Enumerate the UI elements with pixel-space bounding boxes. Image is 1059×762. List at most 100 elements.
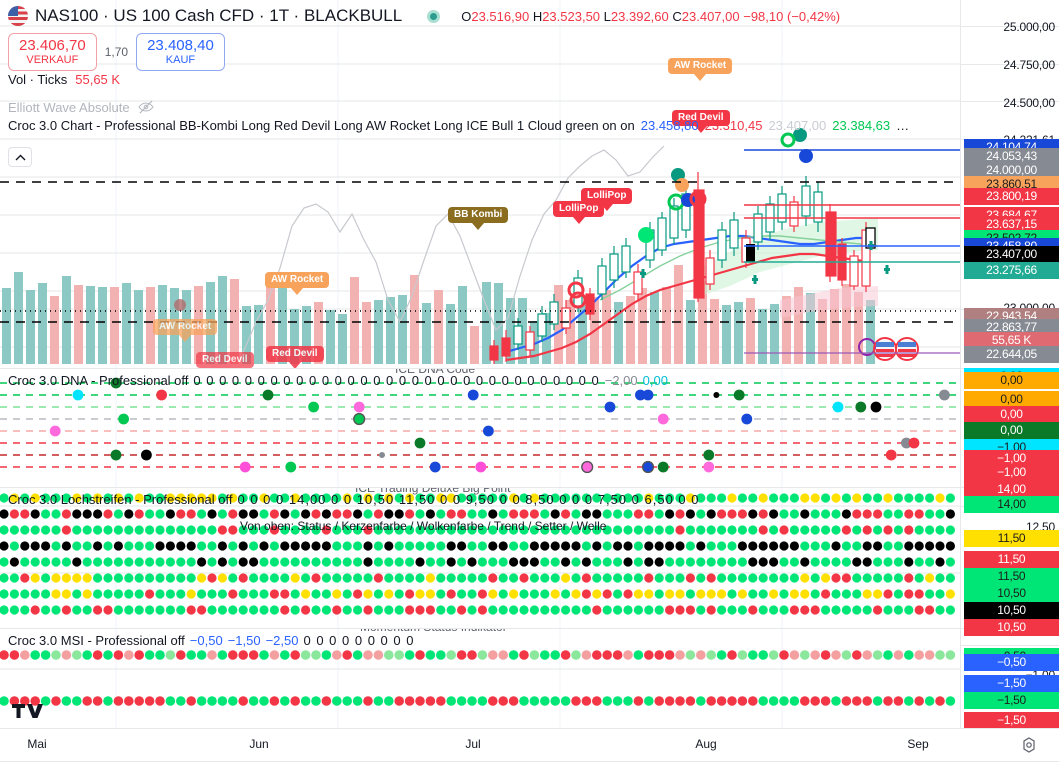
lochstreifen-title: Croc 3.0 Lochstreifen - Professional off xyxy=(8,492,233,507)
close-label: C xyxy=(672,8,682,24)
volume-row[interactable]: Vol · Ticks 55,65 K xyxy=(0,72,960,96)
dna-zero-values: 0 0 0 0 0 0 0 0 0 0 0 0 0 0 0 0 0 0 0 0 … xyxy=(193,373,600,388)
msi-value-1: −0,50 xyxy=(189,633,223,648)
dna-value-neg: −2,00 xyxy=(604,373,638,388)
open-value: 23.516,90 xyxy=(471,8,530,24)
tag-label: BB Kombi xyxy=(454,209,503,220)
low-label: L xyxy=(603,8,611,24)
msi-title: Croc 3.0 MSI - Professional off xyxy=(8,633,185,648)
scale-tick-0: 25.000,00 xyxy=(1003,20,1055,34)
scale-tick-2: 24.500,00 xyxy=(1003,96,1055,110)
elliott-wave-row[interactable]: Elliott Wave Absolute xyxy=(0,96,960,118)
chart-tag-aw-rocket-1[interactable]: AW Rocket xyxy=(668,58,733,74)
msi-zero-values: 0 0 0 0 0 0 0 0 0 xyxy=(303,633,415,648)
chart-tag-red-devil-2[interactable]: Red Devil xyxy=(266,346,324,362)
scale-badge[interactable]: 22.644,05 xyxy=(964,346,1059,363)
lochstreifen-canvas[interactable] xyxy=(0,488,960,628)
sell-label: VERKAUF xyxy=(26,53,79,66)
price-chart-canvas[interactable] xyxy=(0,0,960,368)
low-value: 23.392,60 xyxy=(610,8,669,24)
scale-badge[interactable]: 14,00 xyxy=(964,481,1059,498)
scale-badge[interactable]: 24.000,00 xyxy=(964,162,1059,179)
msi-value-2: −1,50 xyxy=(227,633,261,648)
pane-divider-3[interactable] xyxy=(0,628,1059,629)
scale-badge[interactable]: −1,50 xyxy=(964,675,1059,692)
chart-tag-aw-rocket-3[interactable]: AW Rocket xyxy=(153,319,218,335)
croc-value-1: 23.458,80 xyxy=(640,118,699,133)
tag-label: LolliPop xyxy=(559,203,599,214)
scale-badge[interactable]: −1,50 xyxy=(964,692,1059,709)
croc-value-4: 23.384,63 xyxy=(832,118,891,133)
change-value: −98,10 xyxy=(743,8,784,24)
tag-label: Red Devil xyxy=(202,354,248,365)
collapse-pane-button[interactable] xyxy=(8,147,32,167)
dna-value-zero: 0,00 xyxy=(642,373,668,388)
tag-label: AW Rocket xyxy=(674,60,727,71)
scale-badge[interactable]: 23.800,19 xyxy=(964,188,1059,205)
scale-badge[interactable]: 0,00 xyxy=(964,406,1059,423)
scale-badge[interactable]: −1,50 xyxy=(964,712,1059,729)
dna-canvas[interactable] xyxy=(0,369,960,487)
scale-badge[interactable]: −1,00 xyxy=(964,450,1059,467)
scale-badge[interactable]: 10,50 xyxy=(964,619,1059,636)
pane-divider-2[interactable] xyxy=(0,487,1059,488)
croc-value-2: 23.310,45 xyxy=(704,118,763,133)
croc-chart-row[interactable]: Croc 3.0 Chart - Professional BB-Kombi L… xyxy=(0,118,960,140)
tradingview-logo[interactable] xyxy=(12,702,44,720)
chart-tag-lollipop-2[interactable]: LolliPop xyxy=(581,188,633,204)
chart-tag-red-devil-3[interactable]: Red Devil xyxy=(196,352,254,368)
chart-tag-lollipop-1[interactable]: LolliPop xyxy=(553,201,605,217)
scale-badge[interactable]: 23.637,15 xyxy=(964,216,1059,233)
msi-pane[interactable]: Croc 3.0 MSI - Professional off −0,50 −1… xyxy=(0,629,960,728)
buy-label: KAUF xyxy=(165,53,196,66)
scale-badge[interactable]: 23.275,66 xyxy=(964,262,1059,279)
close-value: 23.407,00 xyxy=(681,8,740,24)
lochstreifen-title-row[interactable]: Croc 3.0 Lochstreifen - Professional off… xyxy=(8,492,699,507)
scale-badge[interactable]: 14,00 xyxy=(964,496,1059,513)
scale-badge[interactable]: −1,00 xyxy=(964,464,1059,481)
buy-price: 23.408,40 xyxy=(147,36,214,54)
pane-divider-1[interactable] xyxy=(0,368,1059,369)
sell-button[interactable]: 23.406,70 VERKAUF xyxy=(8,32,97,72)
scale-badge[interactable]: 11,50 xyxy=(964,551,1059,568)
lochstreifen-pane[interactable]: Croc 3.0 Lochstreifen - Professional off… xyxy=(0,488,960,628)
chart-tag-aw-rocket-2[interactable]: AW Rocket xyxy=(265,272,330,288)
high-label: H xyxy=(532,8,543,24)
scale-badge[interactable]: 55,65 K xyxy=(964,332,1059,349)
chart-tag-bb-kombi[interactable]: BB Kombi xyxy=(448,207,509,223)
croc-more-ellipsis[interactable]: … xyxy=(896,118,910,133)
price-scale[interactable]: 25.000,00 24.750,00 24.500,00 24.221,61 … xyxy=(960,0,1059,729)
msi-center-label: Momentum Status Indikator xyxy=(360,629,507,634)
scale-badge[interactable]: 10,50 xyxy=(964,585,1059,602)
tag-label: Red Devil xyxy=(272,348,318,359)
settings-gear-icon[interactable] xyxy=(1021,737,1037,753)
scale-badge[interactable]: 0,00 xyxy=(964,391,1059,408)
time-axis[interactable]: Mai Jun Jul Aug Sep xyxy=(0,728,1059,762)
msi-canvas[interactable] xyxy=(0,629,960,728)
dna-pane[interactable]: Croc 3.0 DNA - Professional off 0 0 0 0 … xyxy=(0,369,960,487)
lochstreifen-legend: Von oben: Status / Kerzenfarbe / Wolkenf… xyxy=(240,519,607,533)
symbol-title[interactable]: NAS100 · US 100 Cash CFD · 1T · BLACKBUL… xyxy=(35,6,403,25)
main-price-pane[interactable]: AW Rocket Red Devil BB Kombi LolliPop Lo… xyxy=(0,0,960,368)
eye-off-icon[interactable] xyxy=(138,100,154,114)
scale-badge[interactable]: 11,50 xyxy=(964,568,1059,585)
scale-badge[interactable]: 0,00 xyxy=(964,372,1059,389)
buy-button[interactable]: 23.408,40 KAUF xyxy=(136,32,225,72)
scale-badge[interactable]: 11,50 xyxy=(964,530,1059,547)
volume-label: Vol · Ticks xyxy=(8,72,68,87)
scale-badge[interactable]: 22.863,77 xyxy=(964,319,1059,336)
scale-badge[interactable]: 10,50 xyxy=(964,602,1059,619)
x-label-1: Jun xyxy=(249,737,269,751)
scale-badge[interactable]: 0,00 xyxy=(964,422,1059,439)
scale-badge[interactable]: 24.053,43 xyxy=(964,148,1059,165)
msi-title-row[interactable]: Croc 3.0 MSI - Professional off −0,50 −1… xyxy=(8,633,414,648)
scale-badge[interactable]: −0,50 xyxy=(964,654,1059,671)
volume-value: 55,65 K xyxy=(75,72,121,87)
croc-value-3: 23.407,00 xyxy=(768,118,827,133)
open-label: O xyxy=(461,8,472,24)
bid-ask-row: 23.406,70 VERKAUF 1,70 23.408,40 KAUF xyxy=(0,32,960,72)
dna-title-row[interactable]: Croc 3.0 DNA - Professional off 0 0 0 0 … xyxy=(8,373,668,388)
scale-badge[interactable]: 23.407,00 xyxy=(964,246,1059,263)
chart-tag-red-devil-1[interactable]: Red Devil xyxy=(672,110,730,126)
